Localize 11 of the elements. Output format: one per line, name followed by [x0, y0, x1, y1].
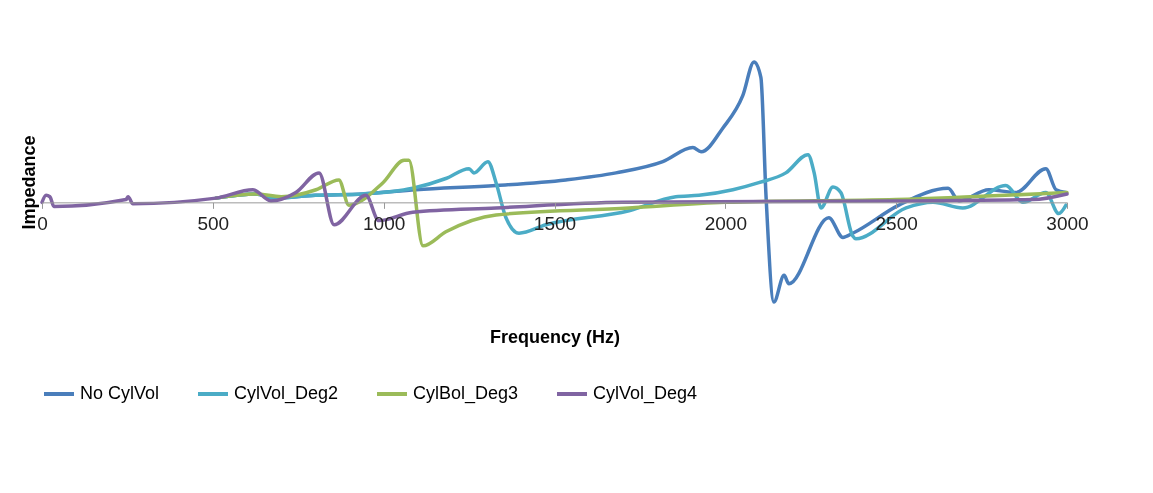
- x-tick-label: 1000: [363, 212, 406, 234]
- x-tick-label: 2000: [704, 212, 747, 234]
- x-tick-label: 3000: [1046, 212, 1089, 234]
- x-tick-label: 500: [197, 212, 230, 234]
- legend-label: CylVol_Deg4: [593, 383, 698, 404]
- x-tick-label: 0: [37, 212, 48, 234]
- x-axis-title: Frequency (Hz): [489, 326, 621, 347]
- legend-label: CylVol_Deg2: [234, 383, 339, 404]
- legend-label: CylBol_Deg3: [413, 383, 519, 404]
- legend-label: No CylVol: [80, 383, 160, 403]
- y-axis-title: Impedance: [18, 135, 39, 230]
